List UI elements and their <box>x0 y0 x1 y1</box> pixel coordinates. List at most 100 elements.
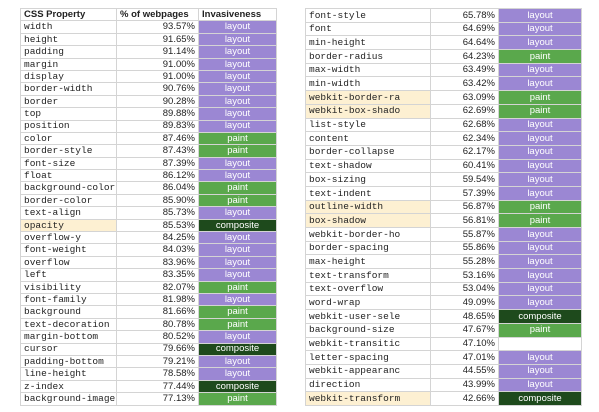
property-name: content <box>305 131 431 146</box>
property-name: font-weight <box>20 243 117 257</box>
table-row: text-align 85.73% layout <box>20 206 277 220</box>
percentage: 86.04% <box>116 181 199 195</box>
percentage: 60.41% <box>430 158 499 174</box>
percentage: 81.66% <box>116 305 199 319</box>
property-name: font <box>305 21 431 37</box>
percentage: 47.67% <box>430 322 499 338</box>
percentage: 87.39% <box>116 156 199 171</box>
table-row: display 91.00% layout <box>20 69 277 84</box>
invasiveness: paint <box>498 103 582 119</box>
invasiveness: layout <box>198 57 277 71</box>
property-name: text-overflow <box>305 281 431 297</box>
table-row: margin 91.00% layout <box>20 57 277 71</box>
left-table: CSS Property% of webpages Invasiveness wid… <box>20 7 277 406</box>
property-name: text-align <box>20 206 117 220</box>
property-name: color <box>20 131 117 146</box>
table-row: font-style 65.78% layout <box>305 8 582 23</box>
property-name: visibility <box>20 280 117 295</box>
invasiveness: layout <box>198 354 277 369</box>
percentage: 83.96% <box>116 255 199 270</box>
table-row: border-width 90.76% layout <box>20 82 277 96</box>
property-name: cursor <box>20 342 117 356</box>
table-row: font-size 87.39% layout <box>20 156 277 171</box>
property-name: webkit-transform <box>305 391 431 406</box>
percentage: 78.58% <box>116 367 199 381</box>
invasiveness: layout <box>198 243 277 257</box>
table-row: word-wrap 49.09% layout <box>305 295 582 311</box>
table-row: webkit-appearanc 44.55% layout <box>305 363 582 379</box>
percentage: 47.10% <box>430 336 499 352</box>
invasiveness: composite <box>198 342 277 356</box>
invasiveness: paint <box>498 199 582 215</box>
table-row: outline-width 56.87% paint <box>305 199 582 215</box>
property-name: max-height <box>305 254 431 270</box>
table-row: border-collapse 62.17% layout <box>305 144 582 160</box>
percentage: 63.49% <box>430 62 499 78</box>
percentage: 91.00% <box>116 69 199 84</box>
table-row: min-height 64.64% layout <box>305 35 582 51</box>
property-name: border <box>20 94 117 109</box>
invasiveness: layout <box>498 117 582 133</box>
invasiveness: paint <box>198 131 277 146</box>
invasiveness: layout <box>198 82 277 96</box>
invasiveness: layout <box>498 268 582 283</box>
table-row: background-size 47.67% paint <box>305 322 582 338</box>
table-row: border-style 87.43% paint <box>20 144 277 158</box>
percentage: 44.55% <box>430 363 499 379</box>
table-row: border-radius 64.23% paint <box>305 49 582 64</box>
property-name: border-color <box>20 193 117 208</box>
percentage: 59.54% <box>430 172 499 187</box>
table-row: direction 43.99% layout <box>305 377 582 393</box>
table-row: left 83.35% layout <box>20 268 277 282</box>
percentage: 80.52% <box>116 330 199 344</box>
property-name: border-spacing <box>305 240 431 256</box>
percentage: 62.68% <box>430 117 499 133</box>
property-name: background-image <box>20 392 117 406</box>
invasiveness: paint <box>198 280 277 295</box>
property-name: webkit-border-ra <box>305 90 431 105</box>
table-row: border 90.28% layout <box>20 94 277 109</box>
table-row: z-index 77.44% composite <box>20 379 277 394</box>
percentage: 64.69% <box>430 21 499 37</box>
percentage: 43.99% <box>430 377 499 393</box>
invasiveness: layout <box>498 281 582 297</box>
table-row: font-family 81.98% layout <box>20 292 277 307</box>
table-row: max-width 63.49% layout <box>305 62 582 78</box>
table-row: overflow 83.96% layout <box>20 255 277 270</box>
percentage: 65.78% <box>430 8 499 23</box>
property-name: overflow-y <box>20 231 117 245</box>
invasiveness: paint <box>498 322 582 338</box>
invasiveness: layout <box>198 94 277 109</box>
property-name: width <box>20 20 117 34</box>
table-row: text-overflow 53.04% layout <box>305 281 582 297</box>
invasiveness: layout <box>498 172 582 187</box>
invasiveness: layout <box>498 227 582 242</box>
percentage: 53.04% <box>430 281 499 297</box>
percentage: 82.07% <box>116 280 199 295</box>
table-row: cursor 79.66% composite <box>20 342 277 356</box>
percentage: 84.25% <box>116 231 199 245</box>
invasiveness: layout <box>498 377 582 393</box>
invasiveness: paint <box>198 317 277 332</box>
percentage: 91.14% <box>116 45 199 59</box>
property-name: text-transform <box>305 268 431 283</box>
table-row: box-sizing 59.54% layout <box>305 172 582 187</box>
property-name: webkit-box-shado <box>305 103 431 119</box>
table-row: font-weight 84.03% layout <box>20 243 277 257</box>
percentage: 89.83% <box>116 119 199 133</box>
invasiveness: layout <box>498 254 582 270</box>
table-row: line-height 78.58% layout <box>20 367 277 381</box>
percentage: 91.65% <box>116 32 199 47</box>
percentage: 57.39% <box>430 185 499 201</box>
percentage: 63.42% <box>430 76 499 92</box>
table-row: height 91.65% layout <box>20 32 277 47</box>
property-name: opacity <box>20 218 117 233</box>
property-name: border-collapse <box>305 144 431 160</box>
percentage: 81.98% <box>116 292 199 307</box>
invasiveness: paint <box>198 181 277 195</box>
percentage: 56.87% <box>430 199 499 215</box>
percentage: 49.09% <box>430 295 499 311</box>
table-row: color 87.46% paint <box>20 131 277 146</box>
table-row: text-indent 57.39% layout <box>305 185 582 201</box>
